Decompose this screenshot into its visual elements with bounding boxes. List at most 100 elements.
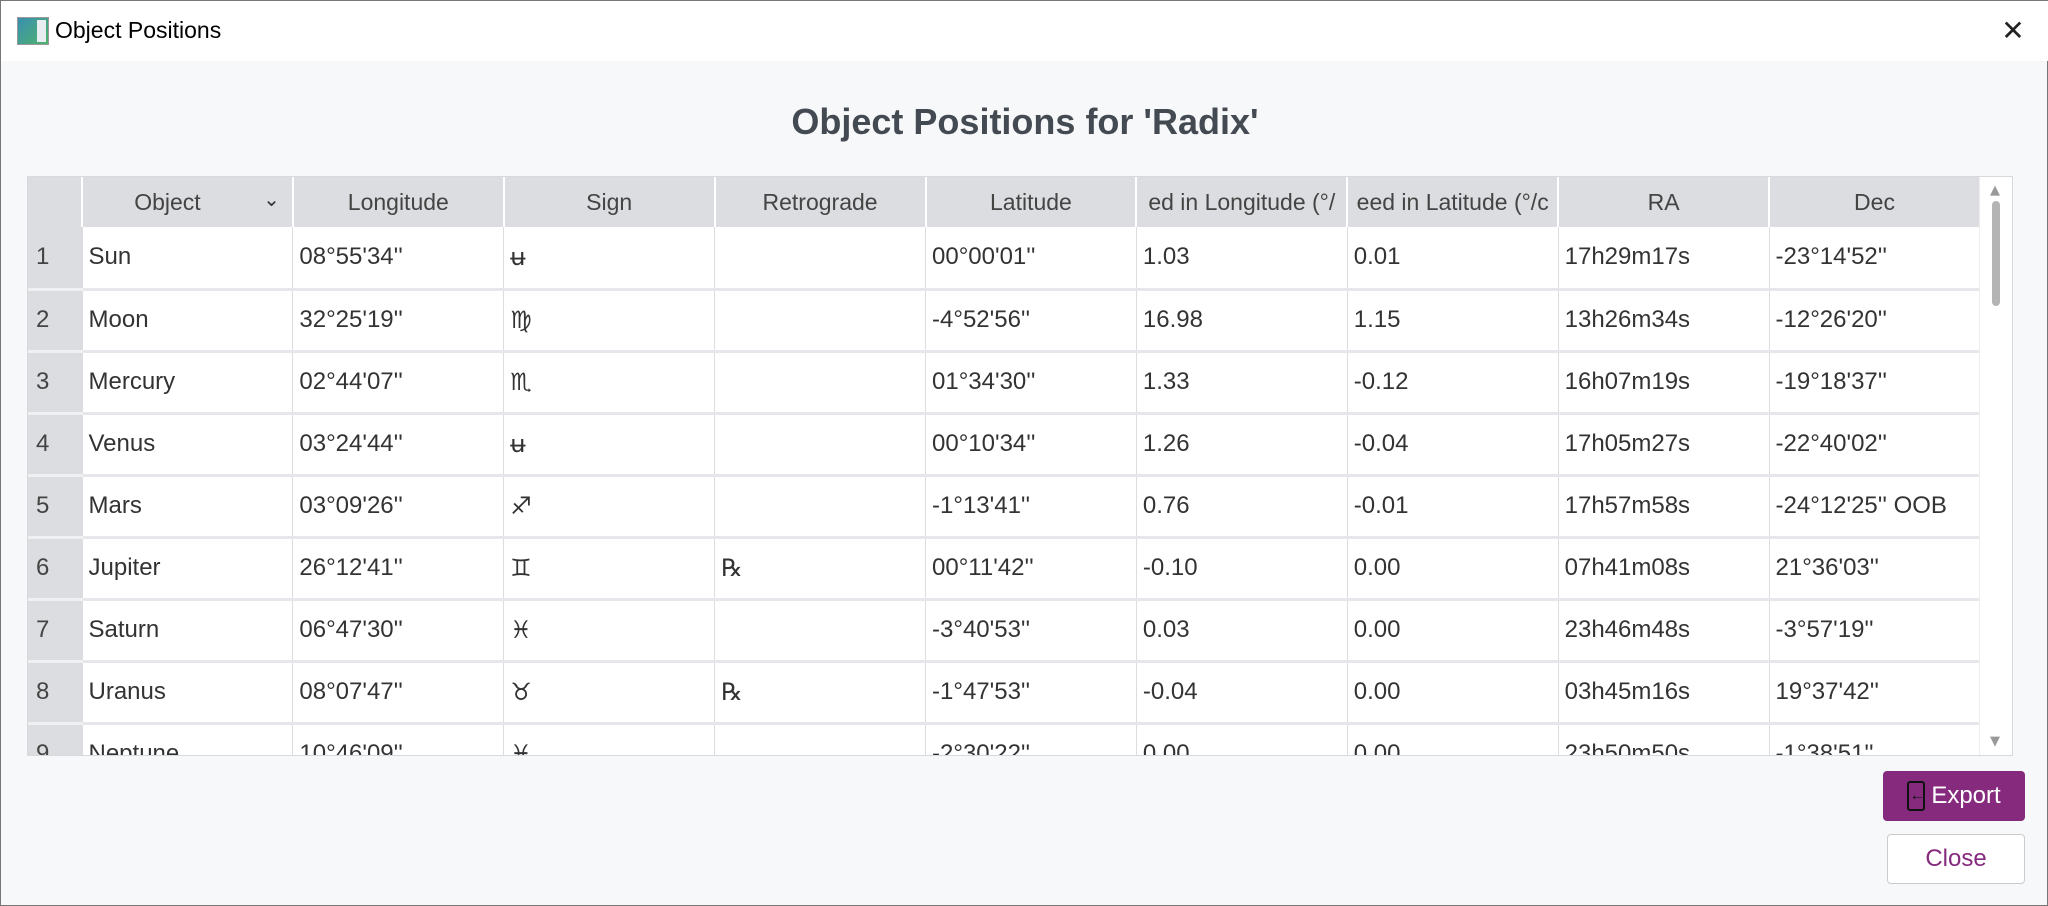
- table-cell: -0.10: [1136, 537, 1348, 601]
- export-icon: ←: [1907, 781, 1926, 811]
- table-cell: 0.03: [1136, 599, 1348, 663]
- title-bar: Object Positions ✕: [1, 1, 2048, 61]
- table-cell: 1.33: [1136, 351, 1348, 415]
- table-cell: Uranus: [82, 661, 294, 725]
- table-cell: -0.04: [1347, 413, 1559, 477]
- export-label: Export: [1931, 782, 2001, 809]
- table-cell: ♊: [503, 537, 716, 601]
- table-cell: 10°46'09'': [292, 723, 505, 755]
- table-cell: 00°00'01'': [925, 227, 1137, 291]
- column-header-label: Sign: [586, 188, 633, 215]
- row-number: 6: [28, 537, 83, 601]
- table-cell: 1.26: [1136, 413, 1348, 477]
- table-cell: Mars: [82, 475, 294, 539]
- table-cell: 01°34'30'': [925, 351, 1137, 415]
- table-row[interactable]: 2 Moon 32°25'19'' ♍ -4°52'56'' 16.98 1.15 13h26…: [28, 289, 1981, 353]
- table-cell: 00°10'34'': [925, 413, 1137, 477]
- table-cell: 0.00: [1347, 723, 1559, 755]
- table-cell: 03°24'44'': [292, 413, 505, 477]
- column-header-label: eed in Latitude (°/c: [1356, 188, 1549, 215]
- table-cell: -24°12'25'' OOB: [1769, 475, 1981, 539]
- table-cell: -19°18'37'': [1769, 351, 1981, 415]
- table-cell: 0.76: [1136, 475, 1348, 539]
- table-cell: Venus: [82, 413, 294, 477]
- table-cell: 16h07m19s: [1558, 351, 1770, 415]
- table-cell: ♓: [503, 723, 716, 755]
- table-cell: [714, 289, 926, 353]
- table-cell: ♍: [503, 289, 716, 353]
- table-cell: [714, 351, 926, 415]
- table-row[interactable]: 5 Mars 03°09'26'' ♐ -1°13'41'' 0.76 -0.01 17h57…: [28, 475, 1981, 539]
- row-number: 9: [28, 723, 83, 755]
- table-cell: 02°44'07'': [292, 351, 505, 415]
- column-header-label: ed in Longitude (°/: [1148, 188, 1336, 215]
- column-header[interactable]: RA: [1558, 177, 1770, 227]
- close-icon[interactable]: ✕: [2001, 14, 2025, 47]
- table-cell: ♉: [503, 661, 716, 725]
- row-number: 5: [28, 475, 83, 539]
- table-cell: -4°52'56'': [925, 289, 1137, 353]
- row-number: 3: [28, 351, 83, 415]
- table-cell: Mercury: [82, 351, 294, 415]
- table-cell: Sun: [82, 227, 294, 291]
- column-header-label: Dec: [1854, 188, 1895, 215]
- table-cell: -1°13'41'': [925, 475, 1137, 539]
- table-row[interactable]: 4 Venus 03°24'44'' ʉ 00°10'34'' 1.26 -0.04 17h0…: [28, 413, 1981, 477]
- row-number: 8: [28, 661, 83, 725]
- table-cell: ℞: [714, 537, 926, 601]
- table-cell: [714, 723, 926, 755]
- column-header[interactable]: Longitude: [292, 177, 505, 227]
- column-header[interactable]: Object ⌄: [82, 177, 294, 227]
- column-header[interactable]: ed in Longitude (°/: [1136, 177, 1349, 227]
- row-number: 7: [28, 599, 83, 663]
- app-icon: [17, 17, 49, 45]
- close-button[interactable]: Close: [1887, 834, 2025, 884]
- table-row[interactable]: 7 Saturn 06°47'30'' ♓ -3°40'53'' 0.03 0.00 23h4…: [28, 599, 1981, 663]
- table-cell: 26°12'41'': [292, 537, 505, 601]
- table-cell: 0.01: [1347, 227, 1559, 291]
- column-header-label: Latitude: [990, 188, 1072, 215]
- scroll-down-icon[interactable]: ▼: [1990, 734, 2000, 749]
- chevron-down-icon[interactable]: ⌄: [263, 189, 280, 211]
- table-cell: 17h29m17s: [1558, 227, 1770, 291]
- table-cell: -0.01: [1347, 475, 1559, 539]
- row-number: 2: [28, 289, 83, 353]
- table-cell: -0.04: [1136, 661, 1348, 725]
- table-cell: -1°38'51'': [1769, 723, 1981, 755]
- column-header-label: RA: [1647, 188, 1680, 215]
- table-cell: ʉ: [503, 227, 716, 291]
- table-cell: 0.00: [1347, 537, 1559, 601]
- table-cell: 06°47'30'': [292, 599, 505, 663]
- window-title: Object Positions: [55, 17, 222, 43]
- table-cell: [714, 413, 926, 477]
- table-cell: 08°55'34'': [292, 227, 505, 291]
- column-header[interactable]: Dec: [1769, 177, 1981, 227]
- table-row[interactable]: 3 Mercury 02°44'07'' ♏ 01°34'30'' 1.33 -0.12 16…: [28, 351, 1981, 415]
- scroll-up-icon[interactable]: ▲: [1990, 183, 2000, 198]
- table-cell: Jupiter: [82, 537, 294, 601]
- column-header[interactable]: Latitude: [925, 177, 1138, 227]
- column-header-label: Retrograde: [762, 188, 878, 215]
- column-header[interactable]: eed in Latitude (°/c: [1347, 177, 1560, 227]
- scrollbar-thumb[interactable]: [1992, 201, 2000, 306]
- table-cell: 07h41m08s: [1558, 537, 1770, 601]
- table-cell: ♏: [503, 351, 716, 415]
- export-button[interactable]: ← Export: [1883, 771, 2025, 821]
- column-header[interactable]: Retrograde: [714, 177, 927, 227]
- table-cell: Neptune: [82, 723, 294, 755]
- table-cell: 0.00: [1347, 661, 1559, 725]
- column-header-label: Longitude: [347, 188, 449, 215]
- table-cell: 1.15: [1347, 289, 1559, 353]
- table-cell: 19°37'42'': [1769, 661, 1981, 725]
- table-row[interactable]: 8 Uranus 08°07'47'' ♉ ℞ -1°47'53'' -0.04 0.00 03…: [28, 661, 1981, 725]
- table-cell: 0.00: [1136, 723, 1348, 755]
- vertical-scrollbar[interactable]: ▲ ▼: [1979, 177, 2012, 755]
- table-cell: 23h46m48s: [1558, 599, 1770, 663]
- table-cell: 23h50m50s: [1558, 723, 1770, 755]
- table-cell: [714, 599, 926, 663]
- table-cell: 17h05m27s: [1558, 413, 1770, 477]
- table-row[interactable]: 9 Neptune 10°46'09'' ♓ -2°30'22'' 0.00 0.00 23h…: [28, 723, 1981, 755]
- table-row[interactable]: 1 Sun 08°55'34'' ʉ 00°00'01'' 1.03 0.01 17h29m1…: [28, 227, 1981, 291]
- column-header[interactable]: Sign: [503, 177, 716, 227]
- table-row[interactable]: 6 Jupiter 26°12'41'' ♊ ℞ 00°11'42'' -0.10 0.00 0…: [28, 537, 1981, 601]
